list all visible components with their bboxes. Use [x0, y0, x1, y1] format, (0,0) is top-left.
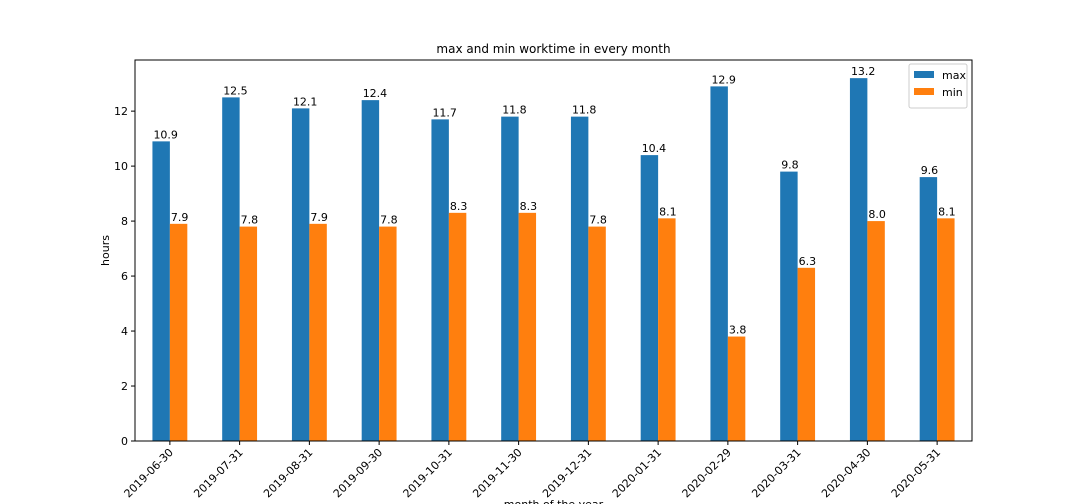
bar	[222, 97, 240, 441]
data-label: 6.3	[799, 255, 817, 268]
y-tick-label: 12	[114, 105, 128, 118]
data-label: 12.9	[711, 73, 736, 86]
data-label: 7.8	[589, 214, 607, 227]
legend-swatch	[914, 88, 934, 95]
bar	[431, 119, 449, 442]
data-label: 9.6	[921, 164, 939, 177]
bar	[152, 141, 170, 441]
bar	[727, 336, 746, 441]
y-tick-label: 6	[121, 270, 128, 283]
y-tick-label: 8	[121, 215, 128, 228]
data-label: 11.7	[432, 106, 457, 119]
y-axis-label: hours	[99, 235, 112, 266]
data-label: 8.1	[938, 205, 956, 218]
legend-label: max	[942, 69, 966, 82]
bar	[361, 100, 380, 441]
bar	[239, 226, 258, 441]
data-label: 8.3	[450, 200, 468, 213]
y-tick-label: 2	[121, 380, 128, 393]
bar	[710, 86, 728, 441]
data-label: 10.4	[642, 142, 667, 155]
legend-label: min	[942, 86, 963, 99]
data-label: 12.5	[223, 84, 248, 97]
x-axis-label: month of the year	[504, 498, 604, 504]
data-label: 7.9	[171, 211, 189, 224]
data-label: 7.8	[241, 214, 259, 227]
data-label: 7.9	[310, 211, 328, 224]
bar	[588, 226, 606, 441]
bar	[849, 78, 868, 442]
bar	[291, 108, 310, 441]
data-label: 11.8	[572, 104, 597, 117]
data-label: 9.8	[781, 159, 799, 172]
bar	[797, 267, 816, 441]
bar	[570, 116, 589, 441]
bar	[169, 223, 188, 441]
data-label: 12.1	[293, 95, 318, 108]
data-label: 8.1	[659, 205, 677, 218]
bar	[867, 221, 885, 441]
data-label: 7.8	[380, 214, 398, 227]
bar	[780, 171, 798, 441]
data-label: 8.0	[868, 208, 886, 221]
data-label: 3.8	[729, 324, 747, 337]
bar	[919, 177, 938, 442]
bar	[640, 155, 659, 441]
plot-frame	[134, 59, 973, 442]
data-label: 11.8	[502, 104, 527, 117]
bar	[379, 226, 397, 441]
bar	[448, 212, 467, 441]
data-label: 10.9	[153, 128, 178, 141]
bar	[658, 218, 676, 441]
legend-swatch	[914, 71, 934, 78]
y-tick-label: 0	[121, 435, 128, 448]
chart-title: max and min worktime in every month	[436, 42, 670, 56]
bar	[937, 218, 955, 441]
data-label: 12.4	[363, 87, 388, 100]
y-tick-label: 10	[114, 160, 128, 173]
bar	[518, 212, 537, 441]
bar	[501, 116, 519, 441]
data-label: 8.3	[520, 200, 538, 213]
y-tick-label: 4	[121, 325, 128, 338]
bar	[309, 223, 327, 441]
data-label: 13.2	[851, 65, 876, 78]
